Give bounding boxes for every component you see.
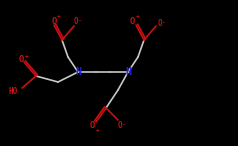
Text: O: O [51,16,57,26]
Text: O⁻: O⁻ [117,121,127,131]
Text: O: O [18,55,24,65]
Text: O⁻: O⁻ [73,18,83,27]
Text: O: O [89,121,95,131]
Text: O⁻: O⁻ [157,20,167,28]
Text: N: N [75,67,81,77]
Text: +: + [96,127,100,133]
Text: +: + [136,14,140,20]
Text: +: + [25,53,29,59]
Text: +: + [57,14,61,20]
Text: O: O [129,16,135,26]
Text: HO: HO [9,87,18,97]
Text: N: N [125,67,131,77]
